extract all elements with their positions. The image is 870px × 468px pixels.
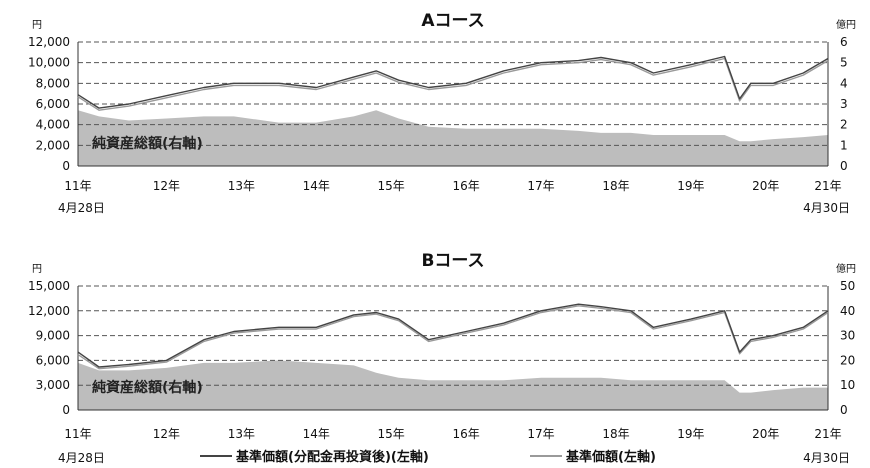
y-right-tick-label: 1 xyxy=(840,138,848,152)
legend-label-reinvested: 基準価額(分配金再投資後)(左軸) xyxy=(235,449,429,465)
y-left-tick-label: 10,000 xyxy=(28,56,70,70)
end-date-label: 4月30日 xyxy=(803,451,850,465)
left-axis-unit: 円 xyxy=(32,264,42,275)
y-left-tick-label: 9,000 xyxy=(36,329,70,343)
y-right-tick-label: 5 xyxy=(840,56,848,70)
reinvested-price-line xyxy=(77,303,829,368)
x-tick-label: 15年 xyxy=(378,179,405,193)
x-tick-label: 14年 xyxy=(303,427,330,441)
y-right-tick-label: 3 xyxy=(840,97,848,111)
y-right-tick-label: 40 xyxy=(840,304,855,318)
x-tick-label: 20年 xyxy=(752,179,779,193)
y-right-tick-label: 4 xyxy=(840,76,848,90)
x-tick-label: 21年 xyxy=(814,427,841,441)
y-left-tick-label: 6,000 xyxy=(36,353,70,367)
y-left-tick-label: 4,000 xyxy=(36,118,70,132)
x-tick-label: 18年 xyxy=(602,427,629,441)
x-tick-label: 11年 xyxy=(64,427,91,441)
end-date-label: 4月30日 xyxy=(803,201,850,215)
start-date-label: 4月28日 xyxy=(58,451,105,465)
y-left-tick-label: 0 xyxy=(62,403,70,417)
right-axis-unit: 億円 xyxy=(836,262,856,275)
x-tick-label: 16年 xyxy=(452,427,479,441)
x-tick-label: 13年 xyxy=(228,179,255,193)
x-tick-label: 12年 xyxy=(153,427,180,441)
x-tick-label: 16年 xyxy=(452,179,479,193)
net-assets-label: 純資産総額(右軸) xyxy=(92,379,203,396)
x-tick-label: 13年 xyxy=(228,427,255,441)
y-right-tick-label: 10 xyxy=(840,378,855,392)
x-tick-label: 18年 xyxy=(602,179,629,193)
y-left-tick-label: 15,000 xyxy=(28,279,70,293)
y-left-tick-label: 12,000 xyxy=(28,304,70,318)
x-tick-label: 20年 xyxy=(752,427,779,441)
y-right-tick-label: 6 xyxy=(840,35,848,49)
left-axis-unit: 円 xyxy=(32,20,42,31)
base-price-line xyxy=(77,305,829,370)
y-left-tick-label: 0 xyxy=(62,159,70,173)
y-right-tick-label: 30 xyxy=(840,329,855,343)
x-tick-label: 15年 xyxy=(378,427,405,441)
chart-panel-1: Aコース 円 億円 12,000 10,000 8,000 6,000 4,000 2,000 0… xyxy=(28,11,856,215)
x-tick-label: 11年 xyxy=(64,179,91,193)
x-tick-label: 17年 xyxy=(527,179,554,193)
start-date-label: 4月28日 xyxy=(58,201,105,215)
x-tick-label: 17年 xyxy=(527,427,554,441)
net-assets-area xyxy=(78,110,828,166)
y-right-tick-label: 0 xyxy=(840,159,848,173)
y-left-tick-label: 2,000 xyxy=(36,138,70,152)
x-tick-label: 12年 xyxy=(153,179,180,193)
x-tick-label: 19年 xyxy=(677,427,704,441)
net-assets-area xyxy=(78,360,828,410)
reinvested-price-line xyxy=(77,55,829,109)
y-left-tick-label: 12,000 xyxy=(28,35,70,49)
legend: 基準価額(分配金再投資後)(左軸) 基準価額(左軸) xyxy=(200,449,656,465)
y-right-tick-label: 0 xyxy=(840,403,848,417)
x-tick-label: 19年 xyxy=(677,179,704,193)
y-right-tick-label: 50 xyxy=(840,279,855,293)
y-right-tick-label: 20 xyxy=(840,353,855,367)
y-left-tick-label: 6,000 xyxy=(36,97,70,111)
y-right-tick-label: 2 xyxy=(840,118,848,132)
right-axis-unit: 億円 xyxy=(836,18,856,31)
legend-label-base: 基準価額(左軸) xyxy=(565,449,656,465)
chart-title: Aコース xyxy=(421,11,484,31)
y-left-tick-label: 3,000 xyxy=(36,378,70,392)
x-tick-label: 14年 xyxy=(303,179,330,193)
net-assets-label: 純資産総額(右軸) xyxy=(92,135,203,152)
y-left-tick-label: 8,000 xyxy=(36,76,70,90)
x-tick-label: 21年 xyxy=(814,179,841,193)
chart-title: Bコース xyxy=(421,251,484,271)
